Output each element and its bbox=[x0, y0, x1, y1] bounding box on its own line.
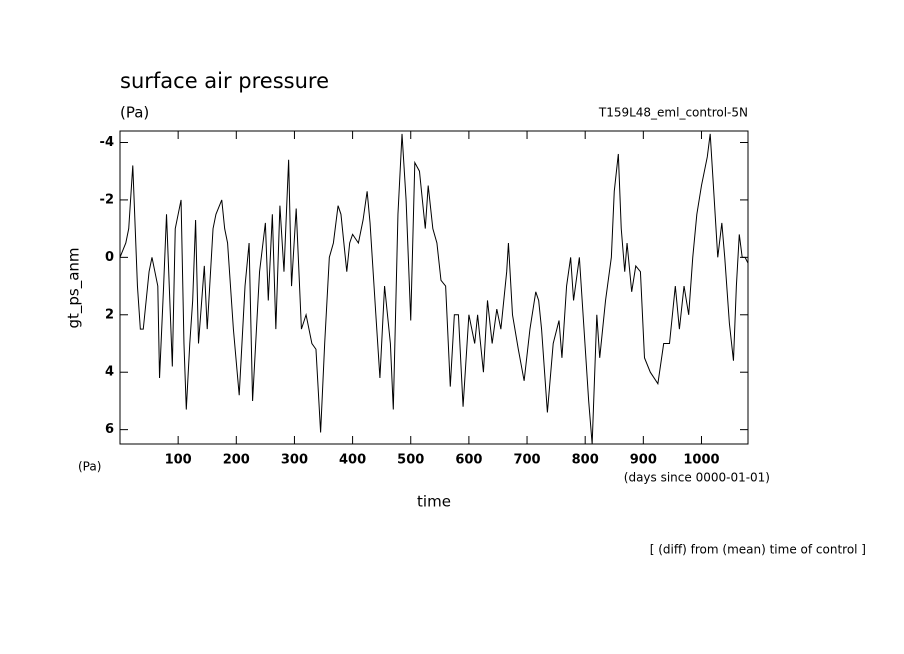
y-tick-label: 2 bbox=[105, 307, 114, 322]
data-line bbox=[119, 133, 749, 445]
y-tick-label: -4 bbox=[100, 135, 114, 150]
y-axis-label: gt_ps_anm bbox=[65, 247, 84, 328]
x-axis-label: time bbox=[417, 493, 451, 511]
footnote: [ (diff) from (mean) time of control ] bbox=[650, 543, 866, 557]
x-tick-label: 500 bbox=[397, 453, 424, 468]
x-tick-label: 900 bbox=[630, 453, 657, 468]
y-tick-label: 6 bbox=[105, 422, 114, 437]
y-units: (Pa) bbox=[78, 460, 101, 474]
experiment-label: T159L48_eml_control-5N bbox=[598, 106, 748, 120]
x-tick-label: 1000 bbox=[683, 453, 719, 468]
x-tick-label: 700 bbox=[513, 453, 540, 468]
chart-title: surface air pressure bbox=[120, 69, 329, 93]
x-tick-label: 300 bbox=[281, 453, 308, 468]
x-tick-label: 100 bbox=[165, 453, 192, 468]
x-units: (days since 0000-01-01) bbox=[624, 471, 770, 485]
plot-frame bbox=[119, 130, 749, 445]
y-tick-label: -2 bbox=[100, 192, 114, 207]
y-tick-label: 4 bbox=[105, 365, 114, 380]
y-tick-label: 0 bbox=[105, 250, 114, 265]
x-tick-label: 600 bbox=[455, 453, 482, 468]
x-tick-label: 800 bbox=[572, 453, 599, 468]
x-tick-label: 400 bbox=[339, 453, 366, 468]
chart-subtitle: (Pa) bbox=[120, 104, 149, 122]
x-tick-label: 200 bbox=[223, 453, 250, 468]
